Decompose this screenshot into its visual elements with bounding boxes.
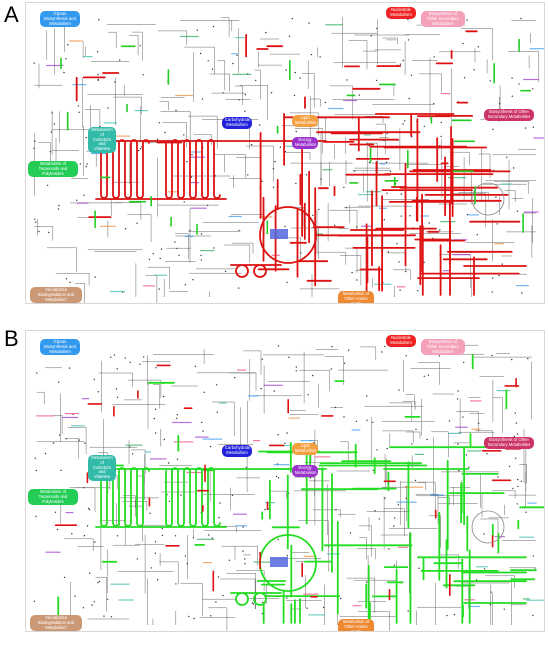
- cofactors-metabolism-label: Metabolism of Cofactors and Vitamins: [88, 455, 116, 482]
- metabolic-map-b: Glycan Biosynthesis and Metabolism Nucle…: [25, 330, 545, 632]
- nucleotide-metabolism-label: Nucleotide Metabolism: [386, 7, 416, 19]
- lipid-metabolism-label: Lipid Metabolism: [292, 115, 318, 127]
- nucleotide-metabolism-label: Nucleotide Metabolism: [386, 335, 416, 347]
- pathway-network-a: [33, 17, 544, 303]
- secondary-metabolites-label-top: Biosynthesis of Other Secondary Metaboli…: [421, 11, 465, 28]
- tca-label-box: [270, 229, 288, 239]
- secondary-metabolites-label-top: Biosynthesis of Other Secondary Metaboli…: [421, 339, 465, 356]
- secondary-metabolites-label: Biosynthesis of Other Secondary Metaboli…: [484, 109, 534, 121]
- secondary-pathways: [60, 38, 531, 235]
- lipid-metabolism-label: Lipid Metabolism: [292, 443, 318, 455]
- panel-a-letter: A: [4, 2, 19, 27]
- glycan-metabolism-label: Glycan Biosynthesis and Metabolism: [40, 339, 80, 356]
- energy-metabolism-label: Energy Metabolism: [292, 465, 318, 477]
- panel-b-letter: B: [4, 326, 19, 351]
- compound-nodes: [33, 345, 534, 621]
- metabolic-map-a: Glycan Biosynthesis and Metabolism Nucle…: [25, 2, 545, 304]
- highlighted-pathways: [75, 30, 527, 296]
- other-amino-acids-label: Metabolism of Other Amino Acids: [338, 291, 374, 303]
- xenobiotics-label: Xenobiotics Biodegradation and Metabolis…: [30, 615, 82, 631]
- cycle-circle: [471, 182, 505, 216]
- carbohydrate-metabolism-label: Carbohydrate Metabolism: [222, 117, 252, 129]
- carbohydrate-metabolism-label: Carbohydrate Metabolism: [222, 445, 252, 457]
- cycle-circle: [471, 510, 505, 544]
- secondary-metabolites-label: Biosynthesis of Other Secondary Metaboli…: [484, 437, 534, 449]
- terpenoids-metabolism-label: Metabolism of Terpenoids and Polyketides: [28, 489, 78, 506]
- cofactors-metabolism-label: Metabolism of Cofactors and Vitamins: [88, 127, 116, 154]
- other-amino-acids-label: Metabolism of Other Amino Acids: [338, 619, 374, 631]
- glycan-metabolism-label: Glycan Biosynthesis and Metabolism: [40, 11, 80, 28]
- energy-metabolism-label: Energy Metabolism: [292, 137, 318, 149]
- terpenoids-metabolism-label: Metabolism of Terpenoids and Polyketides: [28, 161, 78, 178]
- secondary-pathways: [54, 364, 522, 601]
- xenobiotics-label: Xenobiotics Biodegradation and Metabolis…: [30, 287, 82, 303]
- background-pathways: [36, 344, 536, 631]
- tca-label-box: [270, 557, 288, 567]
